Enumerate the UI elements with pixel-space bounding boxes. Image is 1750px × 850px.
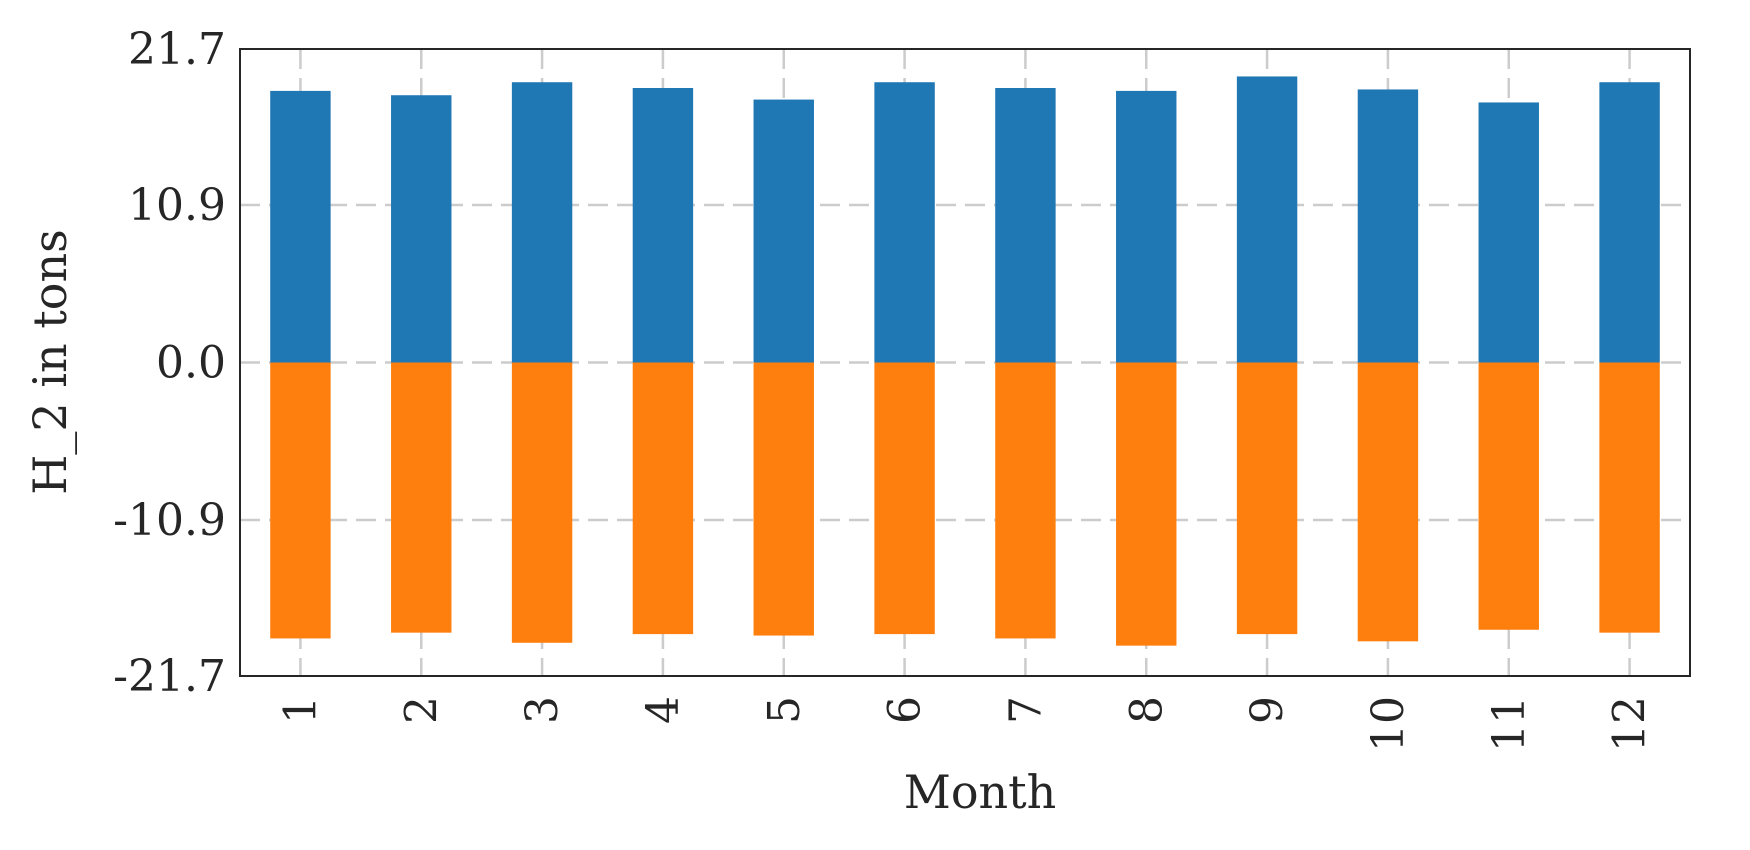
plot-frame xyxy=(239,48,1691,677)
bar-positive xyxy=(1599,82,1660,363)
y-tick-labels: 21.7 10.9 0.0 -10.9 -21.7 xyxy=(113,24,226,702)
bar-positive xyxy=(1478,102,1539,363)
bar-positive xyxy=(1116,90,1177,363)
bar-negative xyxy=(511,362,573,643)
y-axis-label: H_2 in tons xyxy=(23,229,77,494)
x-tick-label: 3 xyxy=(517,696,568,724)
bar-negative xyxy=(1236,362,1298,635)
y-tick-label: -10.9 xyxy=(113,495,226,546)
bar-positive xyxy=(511,82,573,363)
x-tick-label: 2 xyxy=(396,696,447,724)
bar-negative xyxy=(995,362,1056,639)
x-tick-labels: 1 2 3 4 5 6 7 8 9 10 11 12 xyxy=(275,696,1655,752)
x-tick-label: 4 xyxy=(638,696,689,724)
bar-positive xyxy=(874,82,935,363)
bar-positive xyxy=(270,90,331,363)
bar-negative xyxy=(1478,362,1539,630)
bar-positive xyxy=(632,88,694,363)
x-axis-label: Month xyxy=(904,765,1057,819)
x-tick-label: 5 xyxy=(759,696,810,724)
bar-negative xyxy=(753,362,814,636)
bar-negative xyxy=(391,362,452,633)
x-tick-label: 11 xyxy=(1484,696,1535,752)
x-tick-label: 7 xyxy=(1000,696,1051,724)
y-tick-label: 10.9 xyxy=(128,180,226,231)
bar-negative xyxy=(632,362,694,635)
bar-positive xyxy=(391,95,452,363)
x-tick-label: 1 xyxy=(275,696,326,724)
x-tick-label: 6 xyxy=(880,696,931,724)
y-tick-label: -21.7 xyxy=(113,651,226,702)
bar-positive xyxy=(995,88,1056,363)
bar-positive xyxy=(1236,76,1298,363)
x-tick-label: 9 xyxy=(1242,696,1293,724)
x-tick-label: 12 xyxy=(1605,696,1656,752)
bar-negative xyxy=(874,362,935,635)
bars-layer xyxy=(270,76,1660,646)
x-tick-label: 8 xyxy=(1121,696,1172,724)
bar-negative xyxy=(1357,362,1419,642)
bar-positive xyxy=(1357,89,1419,363)
bar-positive xyxy=(753,99,814,363)
bar-negative xyxy=(270,362,331,639)
y-tick-label: 0.0 xyxy=(156,338,226,389)
grid-layer xyxy=(240,49,1690,676)
bar-negative xyxy=(1116,362,1177,646)
bar-negative xyxy=(1599,362,1660,633)
y-tick-label: 21.7 xyxy=(128,24,226,75)
x-tick-label: 10 xyxy=(1363,696,1414,752)
